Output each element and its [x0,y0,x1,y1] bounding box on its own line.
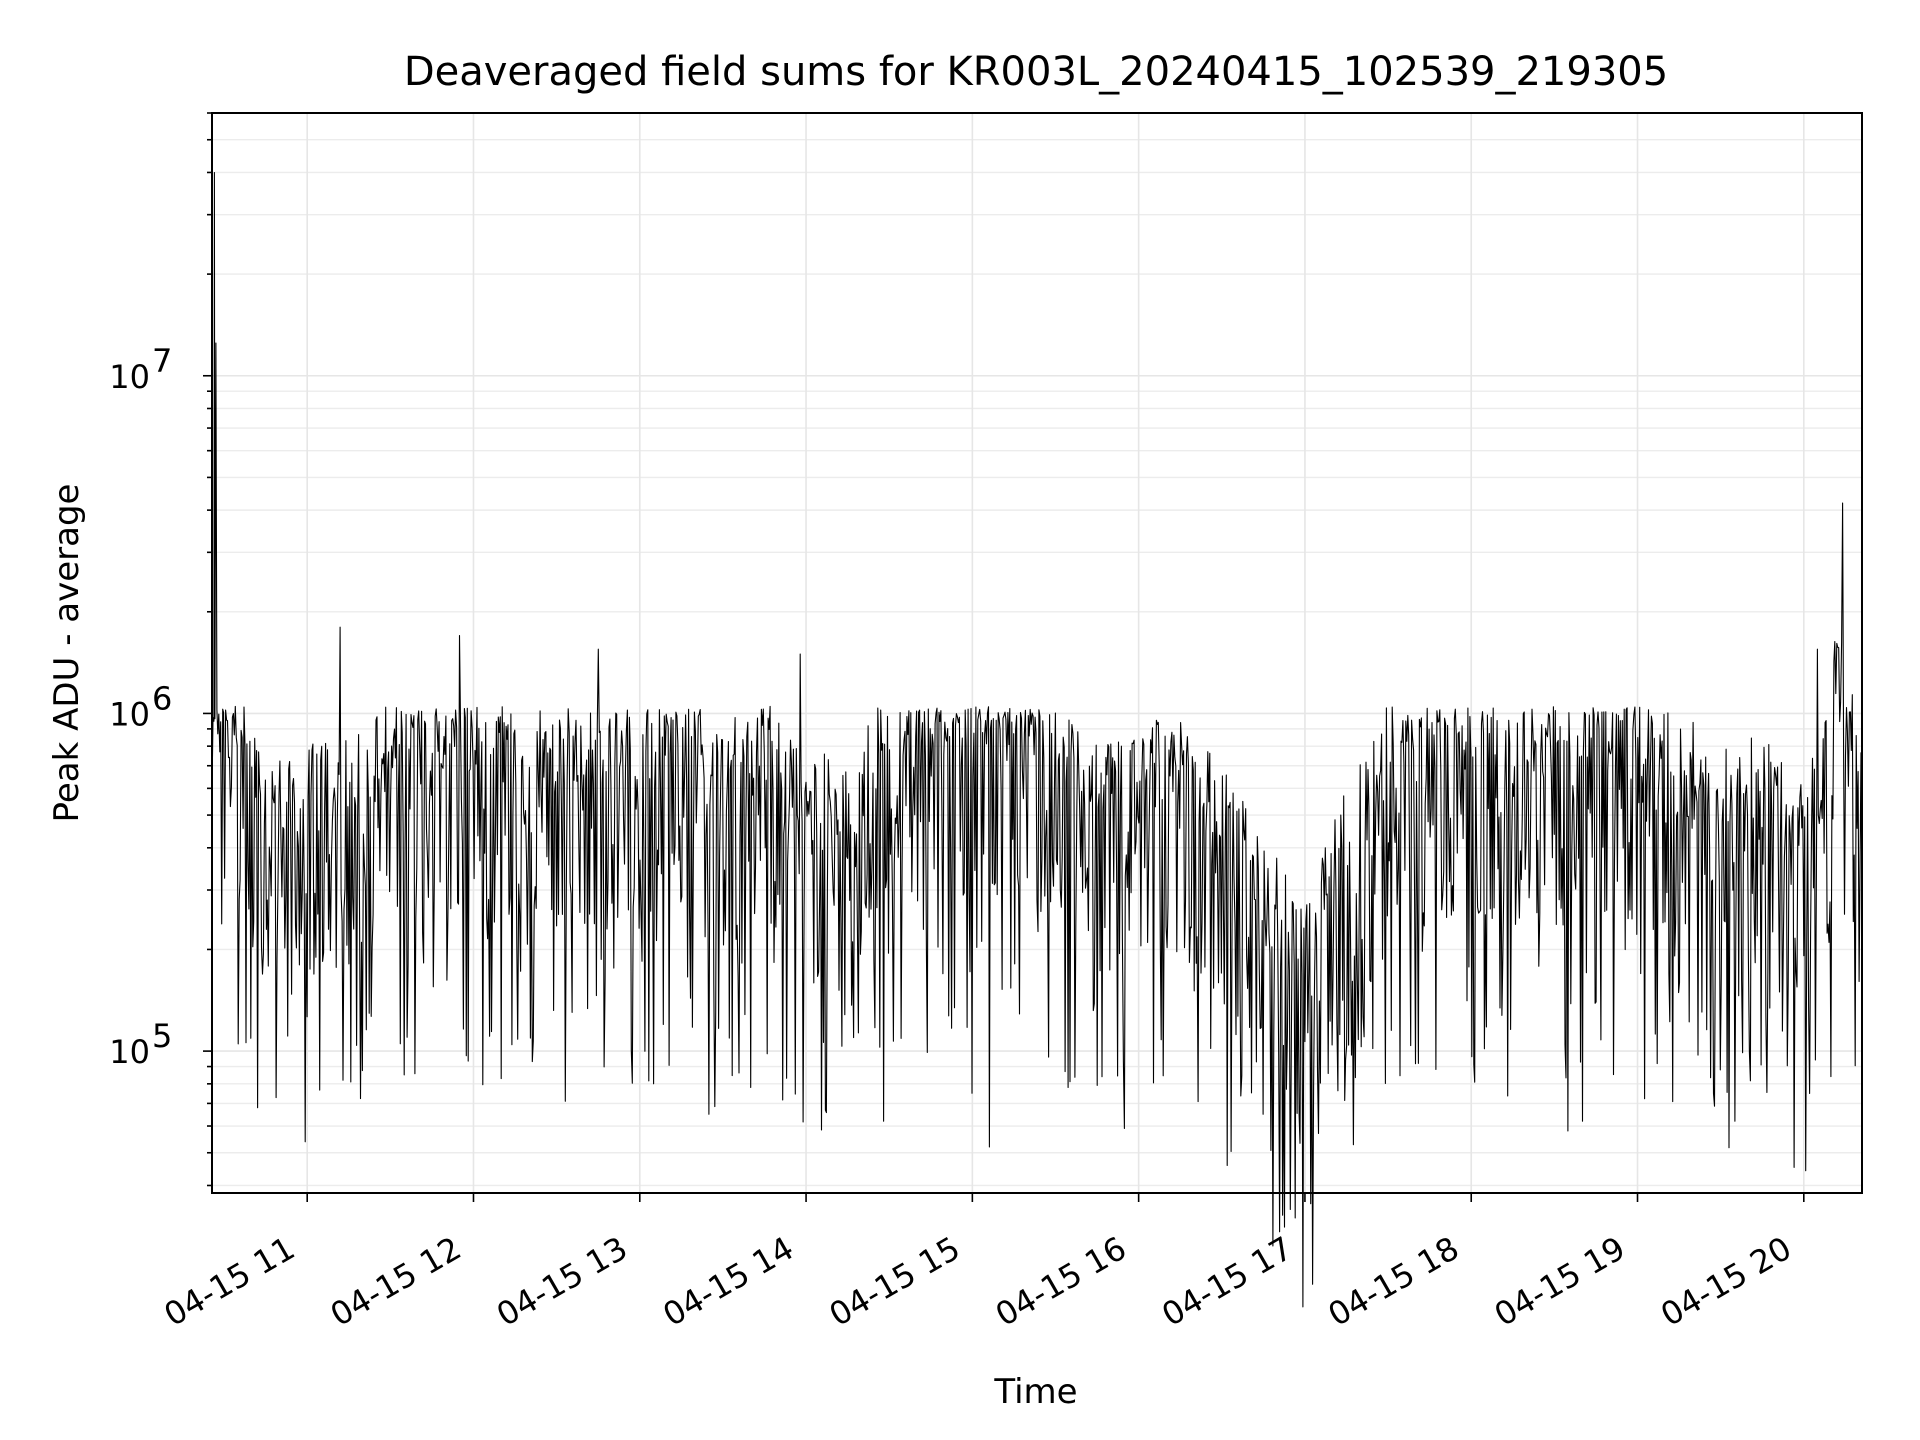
y-tick-label-exponent: 6 [152,679,172,717]
y-tick-label: 10 [109,695,150,733]
y-tick-label: 10 [109,358,150,396]
chart-title: Deaveraged field sums for KR003L_2024041… [404,49,1668,95]
y-axis-label: Peak ADU - average [47,484,87,823]
plot-frame [211,112,1863,1194]
y-tick-label-exponent: 5 [152,1017,172,1055]
y-tick-label-exponent: 7 [152,342,172,380]
x-axis-label: Time [993,1372,1077,1412]
series-line [211,171,1863,1308]
y-tick-label: 10 [109,1033,150,1071]
series-layer [211,171,1863,1308]
